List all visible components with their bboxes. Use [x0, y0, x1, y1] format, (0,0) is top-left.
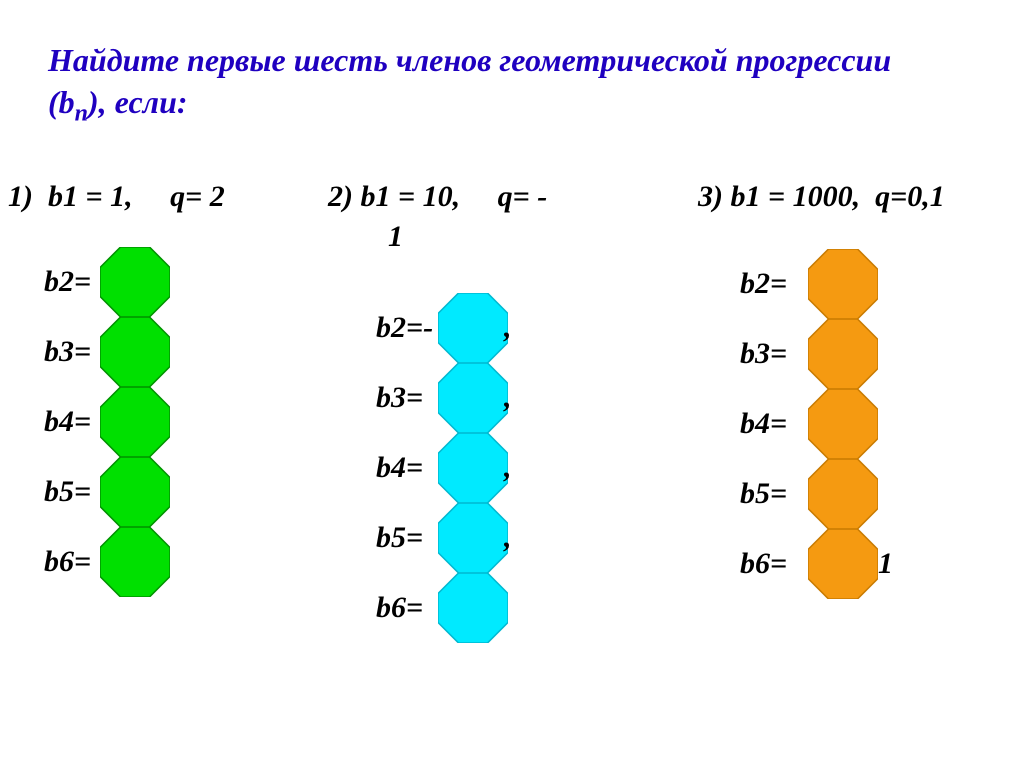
problem-number: 2) — [328, 180, 353, 213]
problem-2: 2) b1 = 10, q= - 1 b2=- ,b3= ,b4= ,b5= ,… — [328, 180, 698, 643]
page-title: Найдите первые шесть членов геометрическ… — [48, 40, 948, 129]
term-label: b4= — [44, 405, 91, 439]
problem-1: 1) b1 = 1, q= 2 b2= b3= b4= b5= b6= — [0, 180, 328, 643]
term-label: b5= — [44, 475, 91, 509]
term-row: b3= — [8, 317, 328, 387]
term-row: b4= , — [328, 433, 698, 503]
term-label: b6= — [376, 591, 423, 625]
answer-cover-octagon-icon — [100, 457, 170, 527]
problem-1-header: 1) b1 = 1, q= 2 — [8, 180, 328, 235]
term-row: b2=- , — [328, 293, 698, 363]
problem-1-rows: b2= b3= b4= b5= b6= — [8, 247, 328, 597]
term-label: b2= — [44, 265, 91, 299]
term-label: b3= — [44, 335, 91, 369]
term-row: b6= — [328, 573, 698, 643]
problem-2-header-line2: 1 — [388, 220, 403, 254]
term-trail: , — [504, 451, 512, 485]
answer-cover-octagon-icon — [808, 319, 878, 389]
answer-cover-octagon-icon — [438, 503, 508, 573]
answer-cover-octagon-icon — [100, 247, 170, 317]
term-label: b5= — [376, 521, 423, 555]
term-label: b2=- — [376, 311, 433, 345]
problem-number: 3) — [698, 180, 723, 213]
term-row: b5= — [8, 457, 328, 527]
term-row: b2= — [698, 249, 1024, 319]
term-row: b4= — [698, 389, 1024, 459]
problem-given: b1 = 1, q= 2 — [48, 180, 225, 213]
term-trail: , — [504, 311, 512, 345]
term-row: b3= — [698, 319, 1024, 389]
answer-cover-octagon-icon — [438, 433, 508, 503]
answer-cover-octagon-icon — [808, 249, 878, 319]
term-label: b3= — [740, 337, 787, 371]
term-trail: , — [504, 521, 512, 555]
answer-cover-octagon-icon — [100, 317, 170, 387]
term-row: b5= — [698, 459, 1024, 529]
term-row: b4= — [8, 387, 328, 457]
term-label: b4= — [376, 451, 423, 485]
term-trail: , — [504, 381, 512, 415]
answer-cover-octagon-icon — [808, 389, 878, 459]
term-label: b6= — [44, 545, 91, 579]
term-label: b3= — [376, 381, 423, 415]
problem-given: b1 = 10, q= - — [361, 180, 548, 213]
slide: Найдите первые шесть членов геометрическ… — [0, 0, 1024, 767]
problem-given: b1 = 1000, q=0,1 — [731, 180, 945, 213]
answer-cover-octagon-icon — [100, 527, 170, 597]
term-row: b3= , — [328, 363, 698, 433]
answer-cover-octagon-icon — [438, 363, 508, 433]
term-label: b4= — [740, 407, 787, 441]
term-row: b6= — [8, 527, 328, 597]
term-row: b6= 1 — [698, 529, 1024, 599]
answer-cover-octagon-icon — [438, 573, 508, 643]
problem-columns: 1) b1 = 1, q= 2 b2= b3= b4= b5= b6= 2) b… — [0, 180, 1024, 643]
problem-3-header: 3) b1 = 1000, q=0,1 — [698, 180, 1024, 235]
term-row: b5= , — [328, 503, 698, 573]
problem-2-header: 2) b1 = 10, q= - 1 — [328, 180, 698, 235]
answer-cover-octagon-icon — [438, 293, 508, 363]
problem-2-rows: b2=- ,b3= ,b4= ,b5= ,b6= — [328, 293, 698, 643]
answer-cover-octagon-icon — [100, 387, 170, 457]
answer-cover-octagon-icon — [808, 529, 878, 599]
problem-3-rows: b2= b3= b4= b5= b6= 1 — [698, 249, 1024, 599]
term-label: b6= — [740, 547, 787, 581]
problem-3: 3) b1 = 1000, q=0,1 b2= b3= b4= b5= b6= … — [698, 180, 1024, 643]
term-label: b5= — [740, 477, 787, 511]
term-label: b2= — [740, 267, 787, 301]
term-row: b2= — [8, 247, 328, 317]
answer-cover-octagon-icon — [808, 459, 878, 529]
problem-number: 1) — [8, 180, 33, 213]
term-trail: 1 — [878, 547, 893, 581]
